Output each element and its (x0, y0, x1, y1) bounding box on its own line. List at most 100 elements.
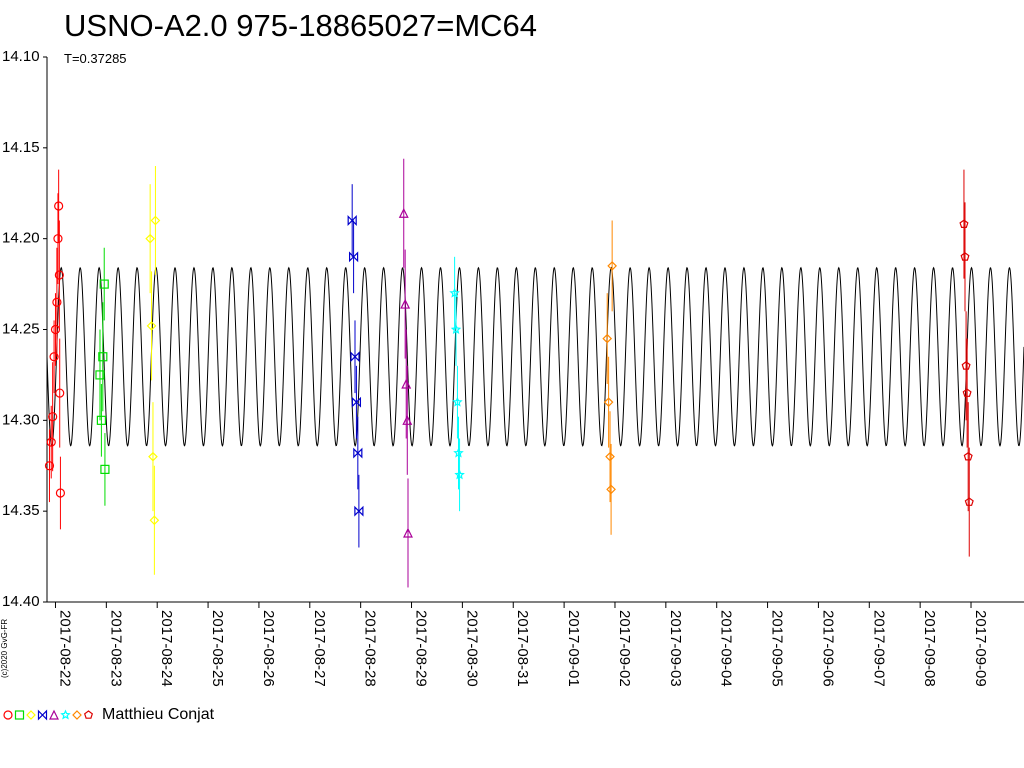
circle-marker (55, 488, 66, 498)
legend-marker-symbols (3, 709, 94, 721)
square-marker (95, 370, 105, 380)
legend-observer-name: Matthieu Conjat (102, 706, 215, 723)
x-tick-label: 2017-09-09 (972, 610, 989, 687)
bowtie-marker (354, 505, 364, 517)
diamond-marker (26, 710, 36, 720)
diamond-marker (602, 333, 613, 344)
x-tick-label: 2017-09-02 (616, 610, 633, 687)
x-tick-label: 2017-08-29 (413, 610, 430, 687)
x-tick-label: 2017-08-28 (362, 610, 379, 687)
diamond-marker (72, 710, 82, 720)
series-5 (398, 158, 413, 588)
y-tick-label: 14.40 (2, 593, 40, 610)
star-marker (453, 447, 464, 458)
x-tick-label: 2017-09-08 (921, 610, 938, 687)
triangle-marker (398, 207, 409, 218)
pentagon-marker (963, 451, 973, 461)
x-tick-label: 2017-08-31 (514, 610, 531, 687)
x-tick-label: 2017-08-23 (107, 610, 124, 687)
pentagon-marker (961, 361, 971, 370)
pentagon-marker (83, 710, 94, 719)
x-tick-label: 2017-08-24 (158, 610, 175, 687)
diamond-marker (148, 451, 158, 462)
diamond-marker (606, 484, 616, 495)
axes (43, 56, 1024, 608)
x-tick-label: 2017-09-01 (565, 610, 582, 687)
x-tick-label: 2017-09-05 (769, 610, 786, 687)
series-8 (959, 169, 974, 557)
bowtie-marker (348, 251, 359, 263)
circle-marker (53, 234, 63, 244)
pentagon-marker (962, 388, 972, 397)
series-3 (145, 166, 161, 575)
y-tick-label: 14.35 (2, 502, 40, 519)
triangle-marker (49, 709, 59, 720)
diamond-marker (150, 215, 161, 226)
square-marker (99, 279, 109, 289)
y-tick-label: 14.10 (2, 48, 40, 65)
star-marker (452, 396, 463, 407)
tick-labels: 14.10 14.15 14.20 14.25 14.30 14.35 14.40 2017-… (2, 48, 989, 687)
pentagon-marker (964, 497, 974, 506)
bowtie-marker (353, 447, 363, 459)
circle-marker (52, 297, 62, 307)
star-marker (454, 469, 465, 480)
x-tick-label: 2017-09-04 (718, 610, 735, 687)
data-points (44, 158, 974, 588)
circle-marker (54, 201, 64, 211)
circle-marker (54, 270, 64, 280)
x-tick-label: 2017-08-26 (260, 610, 277, 687)
pentagon-marker (959, 219, 969, 228)
circle-marker (3, 710, 13, 720)
triangle-marker (400, 298, 411, 309)
y-tick-label: 14.30 (2, 411, 40, 428)
bowtie-marker (350, 351, 360, 363)
x-tick-label: 2017-09-06 (819, 610, 836, 687)
chart-subtitle: T=0.37285 (64, 51, 127, 66)
bowtie-marker (351, 396, 362, 408)
x-tick-label: 2017-09-07 (870, 610, 887, 687)
x-tick-label: 2017-08-30 (463, 610, 480, 687)
circle-marker (44, 461, 55, 471)
diamond-marker (149, 515, 160, 526)
copyright-text: (c)2020 GvG-FR (0, 618, 9, 678)
circle-marker (46, 437, 56, 447)
circle-marker (55, 388, 65, 398)
x-tick-label: 2017-08-22 (56, 610, 73, 687)
x-tick-label: 2017-08-25 (209, 610, 226, 687)
star-marker (449, 287, 460, 298)
triangle-marker (403, 527, 413, 538)
y-tick-label: 14.20 (2, 230, 40, 247)
x-tick-label: 2017-08-27 (311, 610, 328, 687)
diamond-marker (146, 321, 157, 331)
model-curve (46, 266, 1024, 447)
triangle-marker (401, 378, 412, 389)
legend: Matthieu Conjat (2, 705, 214, 725)
x-tick-label: 2017-09-03 (667, 610, 684, 687)
square-marker (96, 415, 106, 425)
chart-title: USNO-A2.0 975-18865027=MC64 (64, 8, 538, 43)
circle-marker (49, 352, 59, 362)
diamond-marker (607, 261, 617, 271)
square-marker (100, 464, 110, 474)
series-6 (449, 256, 465, 512)
series-4 (347, 184, 364, 548)
model-curve-path (46, 266, 1024, 447)
series-1 (44, 169, 66, 530)
pentagon-marker (960, 252, 970, 261)
square-marker (14, 710, 25, 720)
diamond-marker (605, 451, 615, 462)
square-marker (98, 352, 108, 362)
diamond-marker (603, 397, 614, 408)
star-marker (450, 323, 462, 334)
y-tick-label: 14.15 (2, 139, 40, 156)
triangle-marker (402, 414, 413, 425)
star-marker (60, 709, 71, 720)
bowtie-marker (37, 709, 48, 721)
circle-marker (48, 412, 58, 422)
y-tick-label: 14.25 (2, 321, 40, 338)
series-7 (602, 220, 617, 535)
series-2 (95, 247, 110, 506)
diamond-marker (145, 233, 155, 244)
